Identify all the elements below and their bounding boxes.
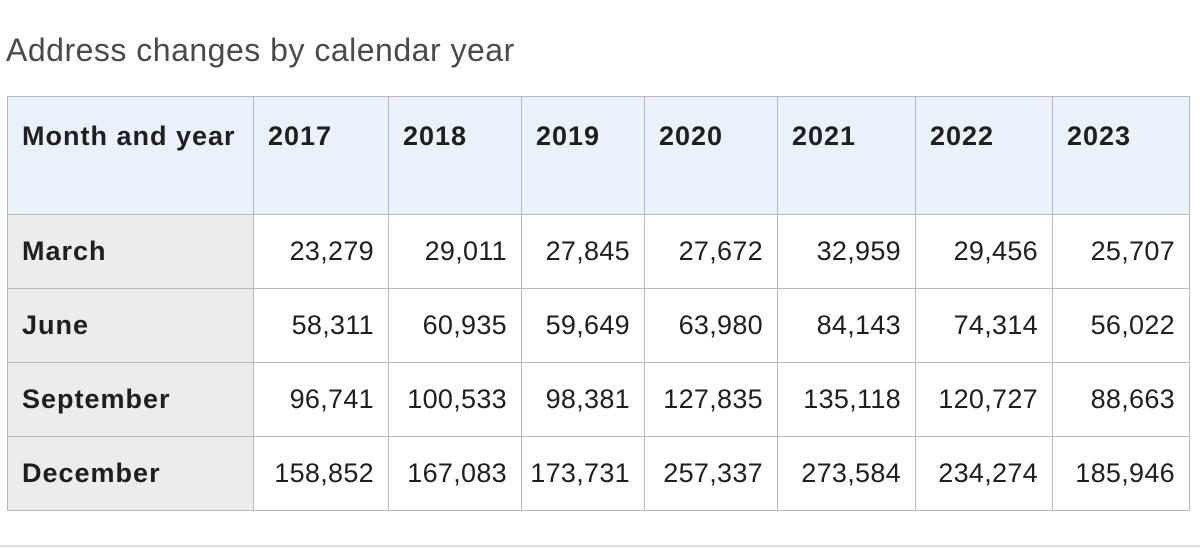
table-cell: 273,584 <box>777 436 916 511</box>
column-header-2023: 2023 <box>1052 96 1190 215</box>
table-cell: 135,118 <box>777 362 916 437</box>
table-cell: 234,274 <box>915 436 1053 511</box>
bottom-divider <box>0 545 1200 547</box>
table-cell: 56,022 <box>1052 288 1190 363</box>
table-cell: 25,707 <box>1052 214 1190 289</box>
row-label-december: December <box>7 436 254 511</box>
table-cell: 185,946 <box>1052 436 1190 511</box>
header-row: Month and year 2017 2018 2019 2020 2021 … <box>7 96 1190 215</box>
table-cell: 32,959 <box>777 214 916 289</box>
table-cell: 63,980 <box>644 288 778 363</box>
table-row: September 96,741 100,533 98,381 127,835 … <box>7 362 1190 437</box>
column-header-2017: 2017 <box>253 96 389 215</box>
table-cell: 158,852 <box>253 436 389 511</box>
column-header-2021: 2021 <box>777 96 916 215</box>
row-label-march: March <box>7 214 254 289</box>
row-label-september: September <box>7 362 254 437</box>
table-cell: 84,143 <box>777 288 916 363</box>
table-cell: 173,731 <box>521 436 645 511</box>
table-cell: 58,311 <box>253 288 389 363</box>
table-cell: 167,083 <box>388 436 522 511</box>
table-cell: 27,672 <box>644 214 778 289</box>
table-cell: 257,337 <box>644 436 778 511</box>
table-cell: 88,663 <box>1052 362 1190 437</box>
table-row: December 158,852 167,083 173,731 257,337… <box>7 436 1190 511</box>
column-header-month: Month and year <box>7 96 254 215</box>
table-row: March 23,279 29,011 27,845 27,672 32,959… <box>7 214 1190 289</box>
table-cell: 29,011 <box>388 214 522 289</box>
table-cell: 27,845 <box>521 214 645 289</box>
table-cell: 59,649 <box>521 288 645 363</box>
table-cell: 120,727 <box>915 362 1053 437</box>
table-cell: 74,314 <box>915 288 1053 363</box>
column-header-2018: 2018 <box>388 96 522 215</box>
column-header-2019: 2019 <box>521 96 645 215</box>
table-cell: 23,279 <box>253 214 389 289</box>
table-title: Address changes by calendar year <box>6 32 515 68</box>
column-header-2020: 2020 <box>644 96 778 215</box>
table-row: June 58,311 60,935 59,649 63,980 84,143 … <box>7 288 1190 363</box>
address-changes-table: Month and year 2017 2018 2019 2020 2021 … <box>7 96 1190 511</box>
table-cell: 100,533 <box>388 362 522 437</box>
row-label-june: June <box>7 288 254 363</box>
table-cell: 96,741 <box>253 362 389 437</box>
table-cell: 98,381 <box>521 362 645 437</box>
table-cell: 60,935 <box>388 288 522 363</box>
table-cell: 29,456 <box>915 214 1053 289</box>
column-header-2022: 2022 <box>915 96 1053 215</box>
table-cell: 127,835 <box>644 362 778 437</box>
